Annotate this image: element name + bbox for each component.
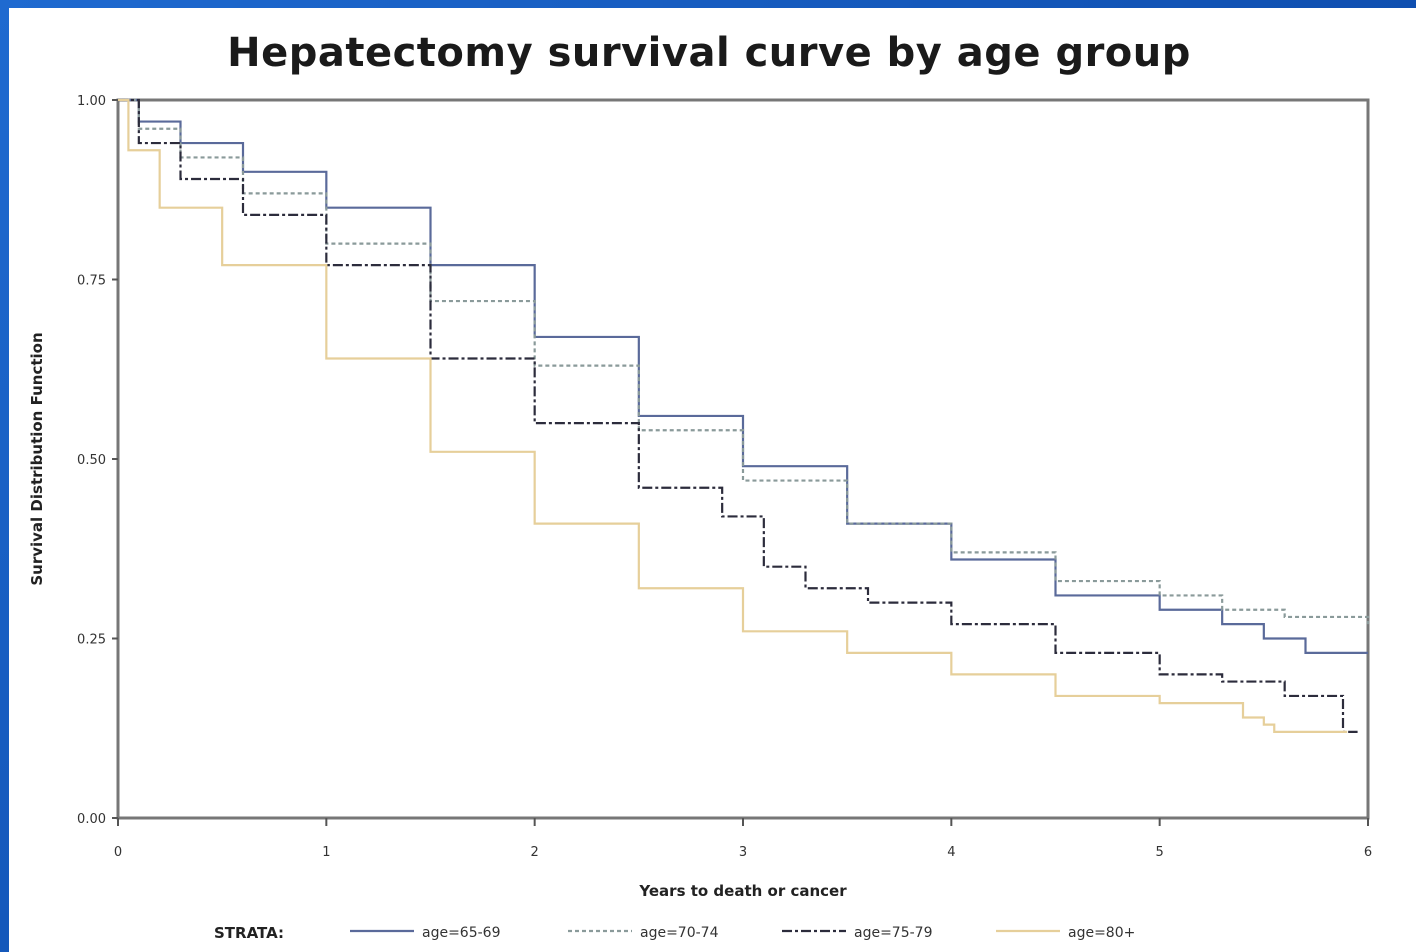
series-line-2 xyxy=(118,98,1370,625)
y-tick-label: 0.25 xyxy=(77,633,106,648)
x-tick-label: 1 xyxy=(322,845,330,860)
x-tick-label: 5 xyxy=(1156,845,1164,860)
y-tick-label: 0.50 xyxy=(77,453,106,468)
y-tick-label: 0.00 xyxy=(77,812,106,827)
x-tick-label: 3 xyxy=(739,845,747,860)
y-tick-label: 0.75 xyxy=(77,274,106,289)
legend-label-4: age=80+ xyxy=(1068,925,1135,941)
x-tick-label: 4 xyxy=(947,845,955,860)
legend-title: STRATA: xyxy=(214,924,284,942)
y-tick-label: 1.00 xyxy=(77,94,106,109)
legend-label-3: age=75-79 xyxy=(854,925,933,941)
legend-label-1: age=65-69 xyxy=(422,925,501,941)
x-tick-label: 0 xyxy=(114,845,122,860)
x-tick-label: 2 xyxy=(531,845,539,860)
chart-title: Hepatectomy survival curve by age group xyxy=(227,30,1191,76)
x-axis-label: Years to death or cancer xyxy=(638,882,847,900)
y-axis-label: Survival Distribution Function xyxy=(28,332,46,585)
series-line-3 xyxy=(118,98,1358,733)
series-line-4 xyxy=(118,98,1348,733)
legend-label-2: age=70-74 xyxy=(640,925,719,941)
x-tick-label: 6 xyxy=(1364,845,1372,860)
